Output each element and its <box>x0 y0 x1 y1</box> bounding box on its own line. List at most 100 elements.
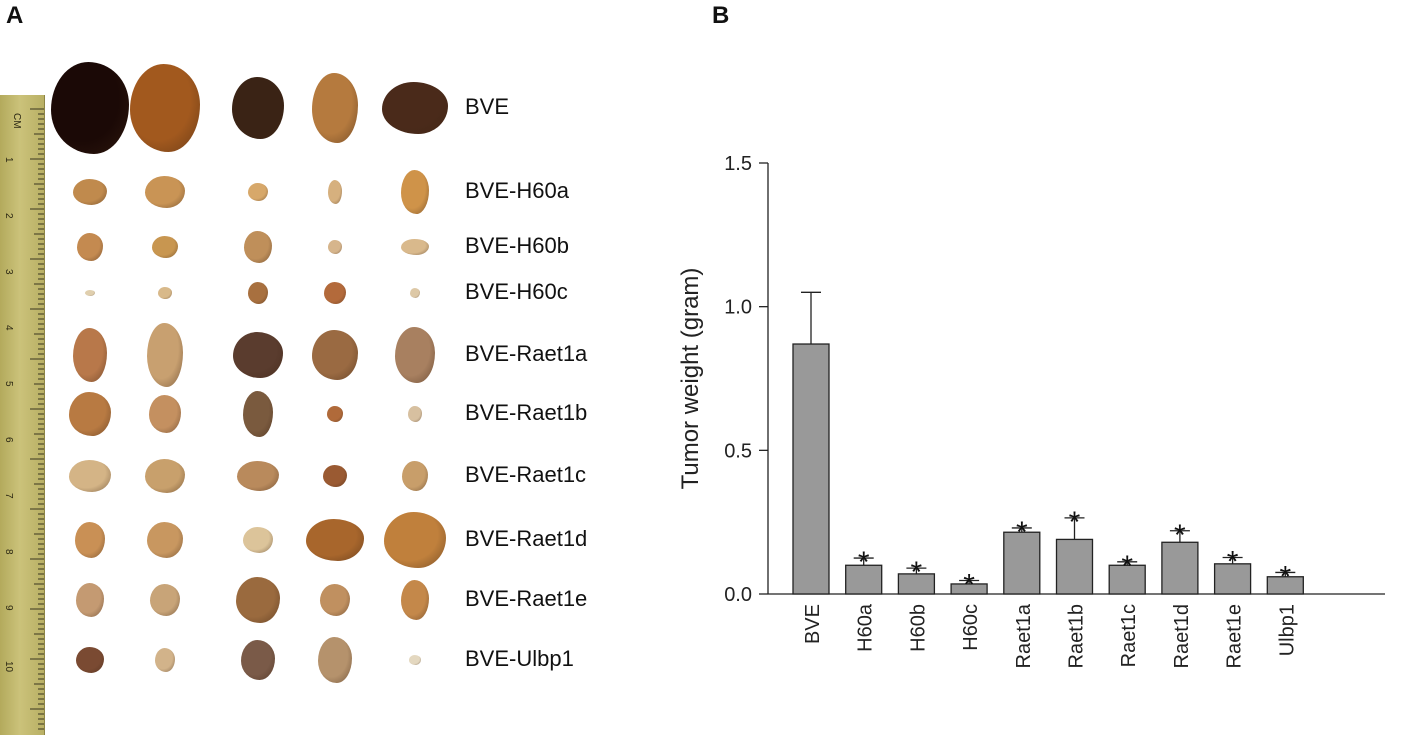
tumor-specimen <box>232 77 284 139</box>
tumor-specimen <box>130 64 200 152</box>
tumor-specimen <box>402 461 428 491</box>
x-tick-label: Raet1c <box>1118 604 1140 667</box>
row-label: BVE-H60b <box>465 233 569 258</box>
ruler-number: 7 <box>3 493 14 499</box>
tumor-specimen <box>145 176 185 208</box>
significance-marker: * <box>1279 560 1291 593</box>
ruler: CM 1 2 3 4 5 6 7 8 9 10 <box>0 95 45 735</box>
row-label: BVE <box>465 94 510 119</box>
tumor-specimen <box>384 512 446 568</box>
x-tick-label: BVE <box>802 604 824 644</box>
significance-marker: * <box>911 556 923 589</box>
tumor-specimen <box>76 647 104 673</box>
tumor-specimen <box>152 236 178 258</box>
tumor-specimen <box>410 288 420 298</box>
tumor-specimen <box>328 240 342 254</box>
x-tick-label: Ulbp1 <box>1276 604 1298 656</box>
row-label: BVE-Raet1d <box>465 526 588 551</box>
tumor-specimen <box>243 391 273 437</box>
row-label: BVE-Raet1a <box>465 341 588 366</box>
tumor-specimen <box>244 231 272 263</box>
tumor-specimen <box>236 577 280 623</box>
x-tick-label: H60b <box>907 604 929 652</box>
ruler-number: 9 <box>3 605 14 611</box>
x-tick-label: H60a <box>855 603 877 652</box>
tumor-specimen <box>312 330 358 380</box>
tumor-specimen <box>147 323 183 387</box>
ruler-number: 3 <box>3 269 14 275</box>
bar-raet1d <box>1161 541 1199 595</box>
tumor-specimen <box>324 282 346 304</box>
row-label: BVE-Raet1c <box>465 462 587 487</box>
tumor-weight-chart: 0.0 0.5 1.0 1.5 Tumor weight (gram) BVE * H60a *… <box>677 153 1385 669</box>
x-tick-label: Raet1b <box>1066 604 1088 669</box>
tumor-specimen <box>327 406 343 422</box>
tumor-specimen <box>150 584 180 616</box>
significance-marker: * <box>858 546 870 579</box>
significance-marker: * <box>1121 550 1133 583</box>
y-tick-label: 1.0 <box>724 297 752 319</box>
tumor-specimen <box>320 584 350 616</box>
tumor-specimen <box>77 233 103 261</box>
y-axis-label: Tumor weight (gram) <box>677 268 704 490</box>
tumor-specimen <box>401 170 429 214</box>
ruler-number: 4 <box>3 325 14 331</box>
tumor-specimen <box>401 239 429 255</box>
tumor-specimen <box>401 580 429 620</box>
row-label: BVE-H60c <box>465 279 568 304</box>
tumor-specimen <box>237 461 279 491</box>
y-tick-label: 0.0 <box>724 584 752 606</box>
ruler-number: 8 <box>3 549 14 555</box>
row-label: BVE-Raet1b <box>465 400 588 425</box>
ruler-ticks <box>30 108 44 730</box>
significance-marker: * <box>963 568 975 601</box>
bar-raet1a <box>1003 531 1041 595</box>
bar-raet1c <box>1108 564 1146 595</box>
tumor-specimen <box>382 82 448 134</box>
tumor-specimen <box>318 637 352 683</box>
ruler-number: 2 <box>3 213 14 219</box>
tumor-specimen <box>395 327 435 383</box>
tumor-specimen <box>73 179 107 205</box>
tumor-specimen <box>243 527 273 553</box>
tumor-specimen <box>409 655 421 665</box>
significance-marker: * <box>1016 516 1028 549</box>
x-tick-label: Raet1e <box>1224 604 1246 669</box>
ruler-number: 5 <box>3 381 14 387</box>
panel-a-letter: A <box>6 2 24 29</box>
bar-h60a <box>845 564 883 595</box>
ruler-number: 6 <box>3 437 14 443</box>
tumor-specimen <box>323 465 347 487</box>
tumor-specimen <box>241 640 275 680</box>
tumor-specimen <box>233 332 283 378</box>
tumor-photo: CM 1 2 3 4 5 6 7 8 9 10 <box>0 40 460 735</box>
tumor-specimen <box>147 522 183 558</box>
x-tick-label: Raet1a <box>1013 603 1035 668</box>
tumor-specimen <box>149 395 181 433</box>
ruler-number: 1 <box>3 157 14 163</box>
tumor-specimen <box>158 287 172 299</box>
tumor-specimen <box>312 73 358 143</box>
significance-marker: * <box>1227 546 1239 579</box>
bar-raet1b <box>1055 538 1094 595</box>
tumor-specimen <box>76 583 104 617</box>
tumor-specimen <box>248 282 268 304</box>
y-tick-label: 1.5 <box>724 153 752 175</box>
row-label: BVE-Ulbp1 <box>465 646 574 671</box>
tumor-specimen <box>306 519 364 561</box>
tumor-specimen <box>248 183 268 201</box>
y-tick-label: 0.5 <box>724 440 752 462</box>
x-tick-label: Raet1d <box>1171 604 1193 669</box>
panel-b-letter: B <box>712 2 730 29</box>
row-label: BVE-Raet1e <box>465 586 588 611</box>
tumor-specimen <box>328 180 342 204</box>
tumor-specimen <box>69 460 111 492</box>
tumor-specimen <box>145 459 185 493</box>
tumor-specimen <box>69 392 111 436</box>
tumor-specimen <box>75 522 105 558</box>
tumor-specimen <box>73 328 107 382</box>
tumor-specimen <box>51 62 129 154</box>
bar-bve <box>792 343 830 595</box>
tumor-specimen <box>155 648 175 672</box>
row-label: BVE-H60a <box>465 178 569 203</box>
